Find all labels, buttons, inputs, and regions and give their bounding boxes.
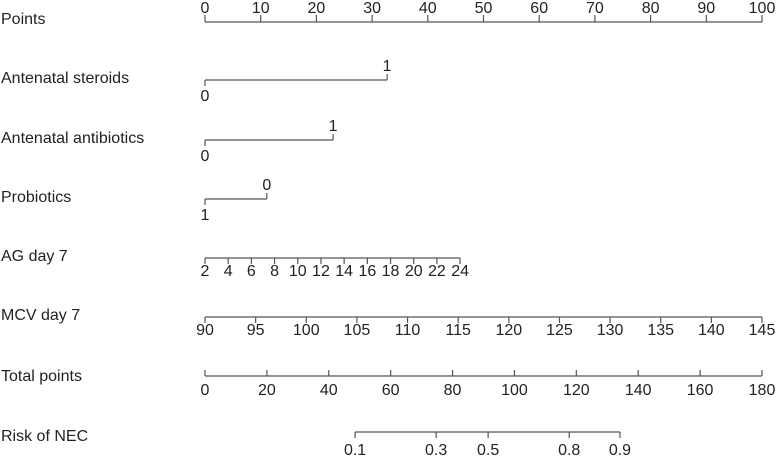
- tick-label: 60: [530, 0, 548, 17]
- tick-label: 120: [495, 322, 522, 339]
- tick-label: 95: [247, 322, 265, 339]
- tick-label: 1: [383, 58, 392, 75]
- tick-label: 40: [419, 0, 437, 17]
- tick-label: 90: [697, 0, 715, 17]
- tick-label: 20: [308, 0, 326, 17]
- tick-label: 0.8: [558, 442, 580, 459]
- tick-label: 10: [252, 0, 270, 17]
- tick-label: 2: [201, 263, 210, 280]
- tick-label: 0: [262, 177, 271, 194]
- tick-label: 40: [320, 382, 338, 399]
- tick-label: 100: [501, 382, 528, 399]
- tick-label: 16: [358, 263, 376, 280]
- tick-label: 80: [642, 0, 660, 17]
- row-label: Antenatal steroids: [1, 70, 129, 87]
- tick-label: 0: [201, 148, 210, 165]
- tick-label: 18: [382, 263, 400, 280]
- tick-label: 0.9: [609, 442, 631, 459]
- tick-label: 0.1: [344, 442, 366, 459]
- row-label: Probiotics: [1, 189, 71, 206]
- tick-label: 100: [293, 322, 320, 339]
- row-label: AG day 7: [1, 248, 68, 265]
- tick-label: 20: [258, 382, 276, 399]
- tick-label: 0.3: [425, 442, 447, 459]
- tick-label: 160: [687, 382, 714, 399]
- tick-label: 6: [247, 263, 256, 280]
- tick-label: 130: [597, 322, 624, 339]
- tick-label: 120: [563, 382, 590, 399]
- tick-label: 1: [329, 118, 338, 135]
- row-label: Points: [1, 11, 45, 28]
- row-label: Risk of NEC: [1, 428, 88, 445]
- row-label: MCV day 7: [1, 307, 80, 324]
- tick-label: 50: [475, 0, 493, 17]
- tick-label: 12: [312, 263, 330, 280]
- row-label: Total points: [1, 368, 82, 385]
- tick-label: 4: [224, 263, 233, 280]
- tick-label: 70: [586, 0, 604, 17]
- tick-label: 24: [451, 263, 469, 280]
- tick-label: 180: [749, 382, 776, 399]
- tick-label: 14: [335, 263, 353, 280]
- tick-label: 10: [289, 263, 307, 280]
- tick-label: 80: [444, 382, 462, 399]
- tick-label: 115: [445, 322, 471, 339]
- tick-label: 0.5: [477, 442, 499, 459]
- tick-label: 100: [749, 0, 776, 17]
- tick-label: 135: [647, 322, 674, 339]
- tick-label: 20: [405, 263, 423, 280]
- tick-label: 105: [344, 322, 371, 339]
- tick-label: 60: [382, 382, 400, 399]
- tick-label: 0: [201, 88, 210, 105]
- tick-label: 125: [546, 322, 573, 339]
- tick-label: 140: [698, 322, 725, 339]
- tick-label: 22: [428, 263, 446, 280]
- tick-label: 0: [201, 382, 210, 399]
- tick-label: 1: [201, 207, 210, 224]
- tick-label: 90: [196, 322, 214, 339]
- tick-label: 8: [270, 263, 279, 280]
- tick-label: 0: [201, 0, 210, 17]
- tick-label: 140: [625, 382, 652, 399]
- row-label: Antenatal antibiotics: [1, 130, 144, 147]
- tick-label: 110: [395, 322, 421, 339]
- tick-label: 30: [363, 0, 381, 17]
- tick-label: 145: [749, 322, 776, 339]
